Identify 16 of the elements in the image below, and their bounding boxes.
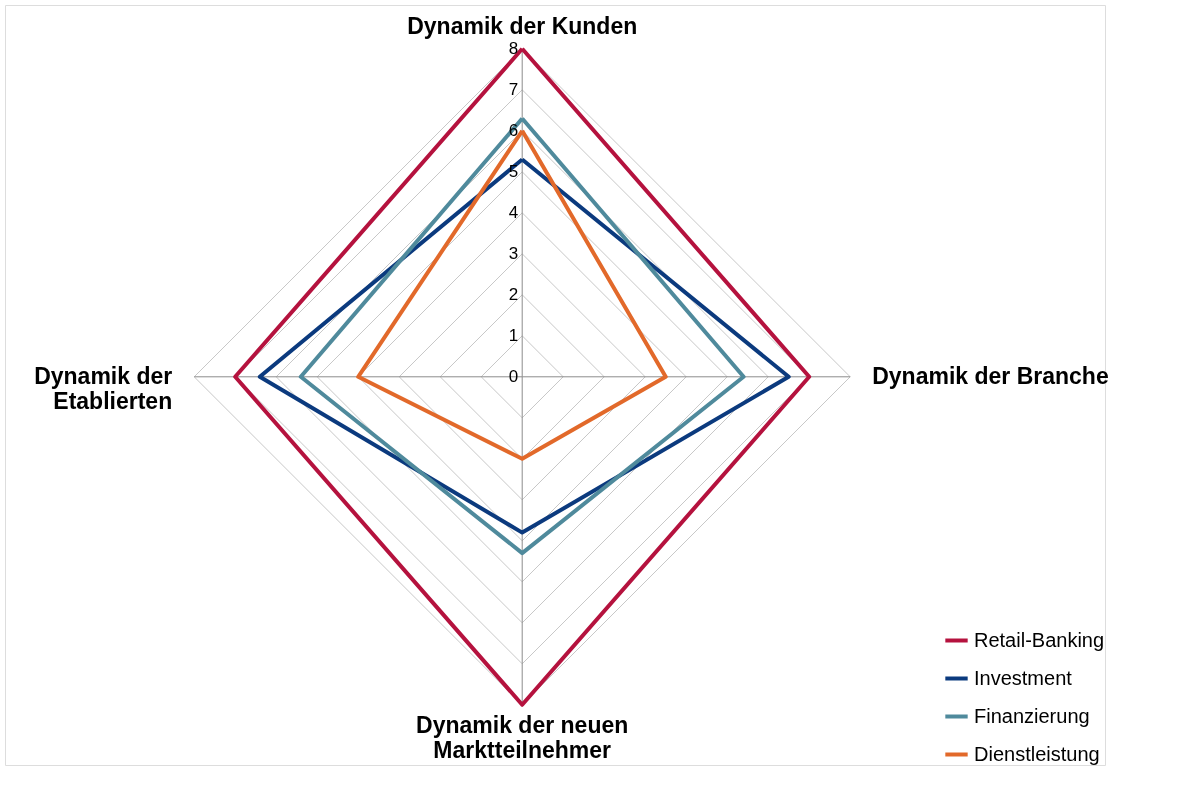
spoke-label: Dynamik der Kunden <box>407 12 638 39</box>
y-tick-label: 7 <box>508 79 519 99</box>
y-tick-label: 2 <box>508 284 519 304</box>
legend-label: Finanzierung <box>974 704 1090 727</box>
y-tick-label: 6 <box>508 120 519 140</box>
spoke-label: Dynamik der Branche <box>872 362 1109 389</box>
y-tick-label: 4 <box>508 202 519 222</box>
legend-label: Dienstleistung <box>974 742 1100 765</box>
y-tick-label: 0 <box>508 366 519 386</box>
y-tick-label: 3 <box>508 243 519 263</box>
legend-label: Retail-Banking <box>974 628 1105 651</box>
spoke-label: Dynamik der Etablierten <box>34 362 173 414</box>
spoke-label: Dynamik der neuen Marktteilnehmer <box>416 711 629 763</box>
y-tick-label: 1 <box>508 325 519 345</box>
y-tick-label: 8 <box>508 38 519 58</box>
legend-label: Investment <box>974 666 1073 689</box>
